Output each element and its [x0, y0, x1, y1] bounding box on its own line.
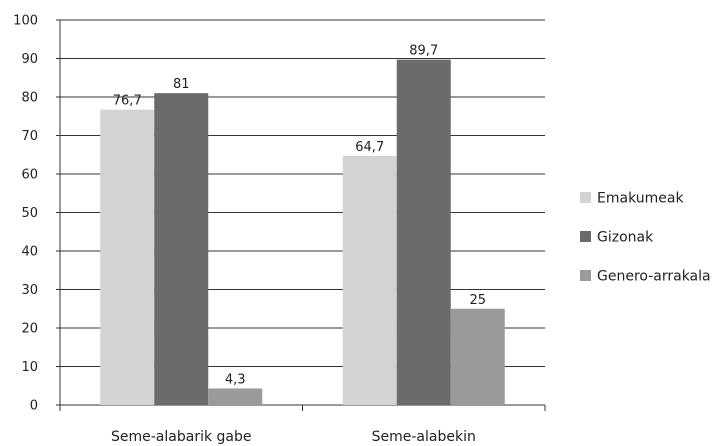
y-tick-label: 20	[21, 322, 38, 337]
legend: Emakumeak Gizonak Genero-arrakala	[580, 191, 711, 285]
y-tick-label: 80	[21, 91, 38, 106]
bars	[100, 59, 505, 406]
data-label: 89,7	[409, 44, 438, 59]
y-tick-label: 30	[21, 283, 38, 298]
x-category-label: Seme-alabarik gabe	[111, 429, 252, 445]
y-tick-label: 50	[21, 206, 38, 221]
bar-emakumeak-0	[100, 109, 155, 405]
legend-swatch	[580, 270, 591, 281]
data-label: 76,7	[113, 94, 142, 109]
data-label: 4,3	[225, 372, 246, 387]
legend-label: Gizonak	[597, 230, 654, 246]
bar-gizonak-1	[396, 59, 451, 405]
axes: 0 10 20 30 40 50 60 70 80 90 100 Seme-alabarik gabe…	[13, 14, 546, 445]
data-label: 64,7	[355, 140, 384, 155]
legend-swatch	[580, 192, 591, 203]
y-tick-label: 60	[21, 168, 38, 183]
x-category-label: Seme-alabekin	[372, 429, 476, 445]
y-tick-label: 40	[21, 245, 38, 260]
bar-emakumeak-1	[342, 155, 397, 405]
data-label: 81	[173, 77, 190, 92]
legend-label: Emakumeak	[597, 191, 684, 207]
legend-label: Genero-arrakala	[597, 269, 711, 285]
y-tick-label: 90	[21, 52, 38, 67]
y-tick-label: 100	[13, 14, 38, 29]
data-label: 25	[469, 293, 486, 308]
bar-gizonak-0	[154, 93, 209, 406]
data-labels: 76,7 81 4,3 64,7 89,7 25	[113, 44, 486, 388]
bar-genero-arrakala-0	[208, 388, 263, 405]
legend-swatch	[580, 231, 591, 242]
y-tick-label: 70	[21, 129, 38, 144]
bar-genero-arrakala-1	[450, 308, 505, 405]
y-tick-label: 10	[21, 360, 38, 375]
y-tick-label: 0	[30, 399, 38, 414]
